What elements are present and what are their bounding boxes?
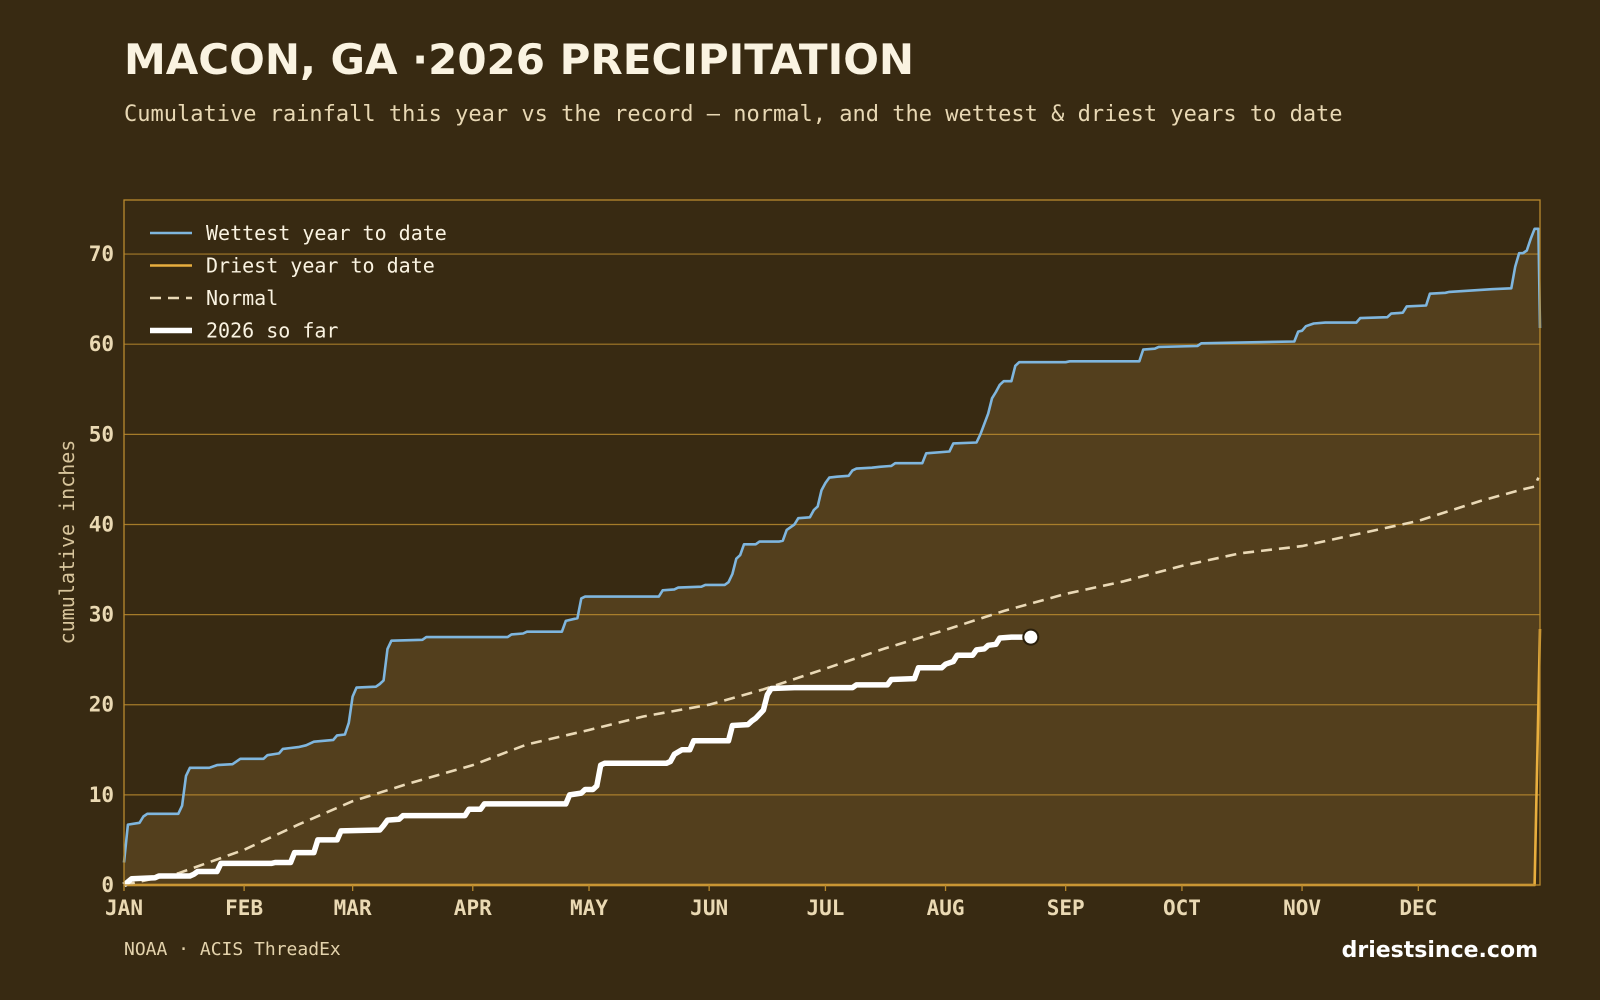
x-tick-label: NOV: [1283, 896, 1321, 920]
x-tick-label: OCT: [1163, 896, 1201, 920]
chart-title: MACON, GA ·2026 PRECIPITATION: [124, 35, 914, 84]
y-tick-label: 50: [89, 422, 114, 446]
brand-link[interactable]: driestsince.com: [1342, 938, 1538, 963]
legend-label: Normal: [206, 286, 278, 310]
latest-point-marker: [1022, 628, 1040, 646]
series-line-wettest: [122, 227, 1542, 863]
y-axis-ticks: 0 10 20 30 40 50 60 70: [89, 242, 114, 897]
wettest-driest-band: [124, 228, 1540, 886]
y-axis-label: cumulative inches: [55, 440, 79, 645]
x-axis-ticks: JAN FEB MAR APR MAY JUN JUL AUG SEP OCT NOV DEC: [105, 885, 1437, 920]
series-line-current: [122, 634, 1031, 888]
x-tick-label: JUN: [690, 896, 728, 920]
x-tick-label: DEC: [1399, 896, 1437, 920]
y-tick-label: 30: [89, 603, 114, 627]
legend-item-normal: Normal: [150, 286, 278, 310]
legend-label: 2026 so far: [206, 319, 338, 343]
legend-item-driest: Driest year to date: [150, 254, 435, 278]
plot-frame: [123, 199, 1541, 886]
legend-item-wettest: Wettest year to date: [150, 221, 447, 245]
x-tick-label: AUG: [927, 896, 965, 920]
y-tick-label: 20: [89, 693, 114, 717]
range-fill-area: [124, 228, 1540, 886]
chart-subtitle: Cumulative rainfall this year vs the rec…: [124, 102, 1343, 127]
x-tick-label: JAN: [105, 896, 143, 920]
source-credit: NOAA · ACIS ThreadEx: [124, 939, 341, 960]
x-tick-label: SEP: [1047, 896, 1085, 920]
gridlines: [124, 253, 1540, 796]
x-tick-label: MAR: [334, 896, 372, 920]
x-tick-label: FEB: [225, 896, 263, 920]
y-tick-label: 70: [89, 242, 114, 266]
legend-label: Driest year to date: [206, 254, 435, 278]
series-line-normal: [123, 477, 1540, 887]
y-tick-label: 10: [89, 783, 114, 807]
legend-item-current: 2026 so far: [150, 319, 338, 343]
y-tick-label: 0: [101, 873, 114, 897]
plot-border: [123, 199, 1541, 886]
x-tick-label: JUL: [806, 896, 844, 920]
x-tick-label: APR: [454, 896, 492, 920]
y-tick-label: 40: [89, 512, 114, 536]
x-tick-label: MAY: [570, 896, 608, 920]
legend-label: Wettest year to date: [206, 221, 447, 245]
y-tick-label: 60: [89, 332, 114, 356]
legend: Wettest year to date Driest year to date N…: [150, 221, 447, 343]
